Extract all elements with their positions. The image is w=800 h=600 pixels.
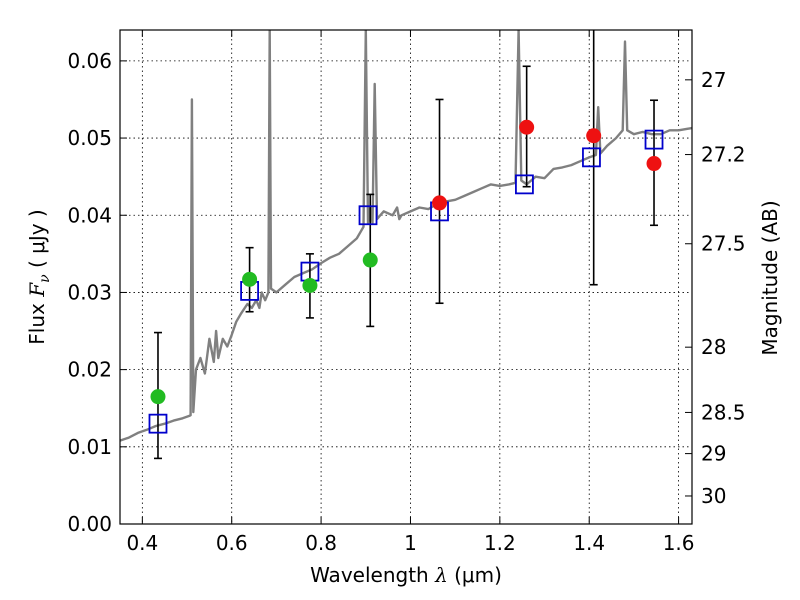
y2-tick-label: 27: [701, 68, 726, 92]
x-tick-label: 0.6: [216, 531, 248, 555]
observed-point-nir: [646, 156, 662, 172]
x-tick-label: 0.4: [126, 531, 158, 555]
model-photometry-square: [582, 147, 601, 168]
model-photometry-square: [644, 129, 664, 150]
y-tick-label: 0.01: [67, 435, 112, 459]
model-photometry-square: [148, 413, 168, 434]
y-tick-label: 0.04: [67, 203, 112, 227]
x-tick-label: 1.4: [573, 531, 605, 555]
plot-area: [120, 30, 692, 460]
y2-tick-label: 30: [701, 484, 726, 508]
y2-tick-label: 27.2: [701, 143, 746, 167]
y-axis-label: Flux Fν ( μJy ): [25, 209, 53, 344]
y-tick-label: 0.06: [67, 49, 112, 73]
y2-axis-label: Magnitude (AB): [758, 200, 782, 355]
y2-tick-label: 27.5: [701, 232, 746, 256]
observed-point-optical: [242, 271, 258, 287]
observed-point-nir: [586, 128, 602, 144]
axis-ticks: 0.4 0.6 0.8 1 1.2 1.4 1.6 0.00 0.01 0.02 0.03 0.04 0…: [67, 30, 746, 555]
observed-point-nir: [519, 119, 535, 135]
observed-point-optical: [302, 277, 318, 293]
x-tick-label: 1.6: [663, 531, 695, 555]
y-tick-label: 0.03: [67, 280, 112, 304]
observed-point-optical: [150, 389, 166, 405]
y2-tick-label: 28: [701, 335, 726, 359]
model-photometry-square: [358, 205, 378, 226]
y-axis-label-prefix: Flux: [25, 297, 49, 345]
x-axis-label: Wavelength λ (μm): [310, 563, 502, 587]
observed-point-optical: [362, 252, 378, 268]
grid-lines: [120, 30, 692, 524]
observed-point-nir: [432, 195, 448, 211]
y-axis-label-suffix: ( μJy ): [25, 209, 49, 274]
y-tick-label: 0.05: [67, 126, 112, 150]
x-tick-label: 0.8: [305, 531, 337, 555]
x-axis-label-prefix: Wavelength: [310, 563, 435, 587]
x-axis-label-symbol: λ: [434, 563, 448, 587]
plot-frame: [119, 29, 693, 525]
y2-tick-label: 28.5: [701, 400, 746, 424]
x-tick-label: 1.2: [484, 531, 516, 555]
x-tick-label: 1: [404, 531, 417, 555]
y-tick-label: 0.00: [67, 512, 112, 536]
y2-tick-label: 29: [701, 442, 726, 466]
x-axis-label-suffix: (μm): [448, 563, 502, 587]
model-spectrum-line: [120, 30, 692, 442]
y-tick-label: 0.02: [67, 358, 112, 382]
y-axis-label-symbol: F: [25, 282, 49, 298]
model-photometry-square: [515, 174, 534, 195]
y-axis-label-subscript: ν: [37, 274, 53, 283]
